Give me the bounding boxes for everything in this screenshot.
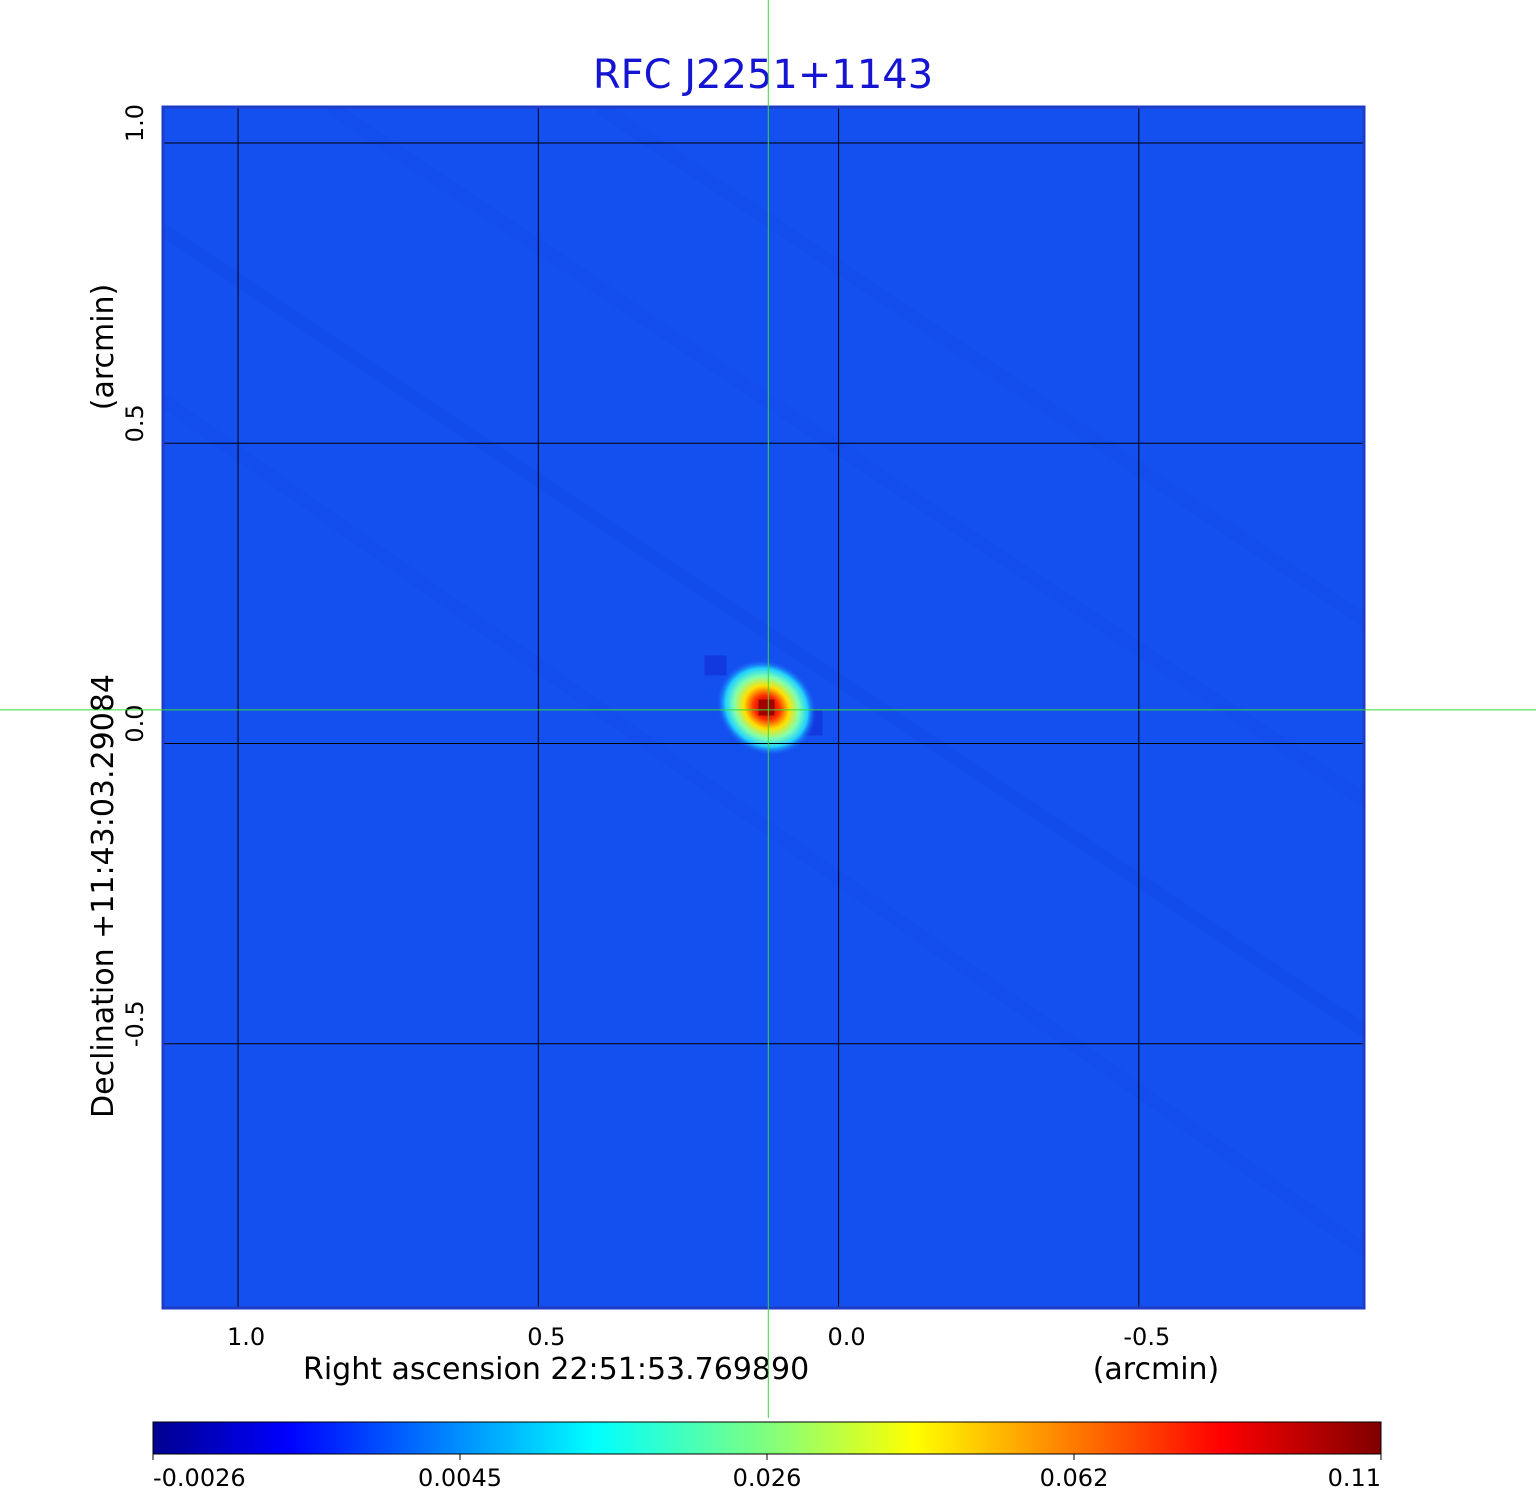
x-tick-label: -0.5 [1123, 1323, 1170, 1351]
sidelobe-streak [326, 107, 1364, 806]
negative-lobe [704, 655, 727, 676]
y-tick-label: -0.5 [121, 1000, 149, 1047]
x-axis-label: Right ascension 22:51:53.769890 [303, 1352, 809, 1387]
y-tick-label: 0.5 [121, 404, 149, 442]
x-axis-unit: (arcmin) [1093, 1352, 1220, 1387]
y-tick-label: 1.0 [121, 104, 149, 142]
x-tick-label: 1.0 [227, 1323, 265, 1351]
colorbar-tick-label: 0.062 [1040, 1464, 1109, 1492]
colorbar-tick-label: 0.0045 [418, 1464, 502, 1492]
y-tick-label: 0.0 [121, 704, 149, 742]
sidelobe-streak [596, 107, 1364, 626]
x-tick-label: 0.0 [827, 1323, 865, 1351]
chart-title: RFC J2251+1143 [593, 52, 933, 98]
y-axis-label: Declination +11:43:03.29084 [86, 674, 121, 1118]
y-axis-unit: (arcmin) [86, 284, 121, 411]
sidelobe-streak [163, 394, 1364, 1256]
source-peak [758, 699, 775, 716]
colorbar-tick-label: -0.0026 [153, 1464, 246, 1492]
colorbar-tick-label: 0.11 [1328, 1464, 1381, 1492]
sidelobe-streak [163, 224, 1364, 1036]
colorbar [152, 1421, 1382, 1455]
colorbar-tick-label: 0.026 [733, 1464, 802, 1492]
plot-frame [161, 105, 1366, 1310]
x-tick-label: 0.5 [527, 1323, 565, 1351]
